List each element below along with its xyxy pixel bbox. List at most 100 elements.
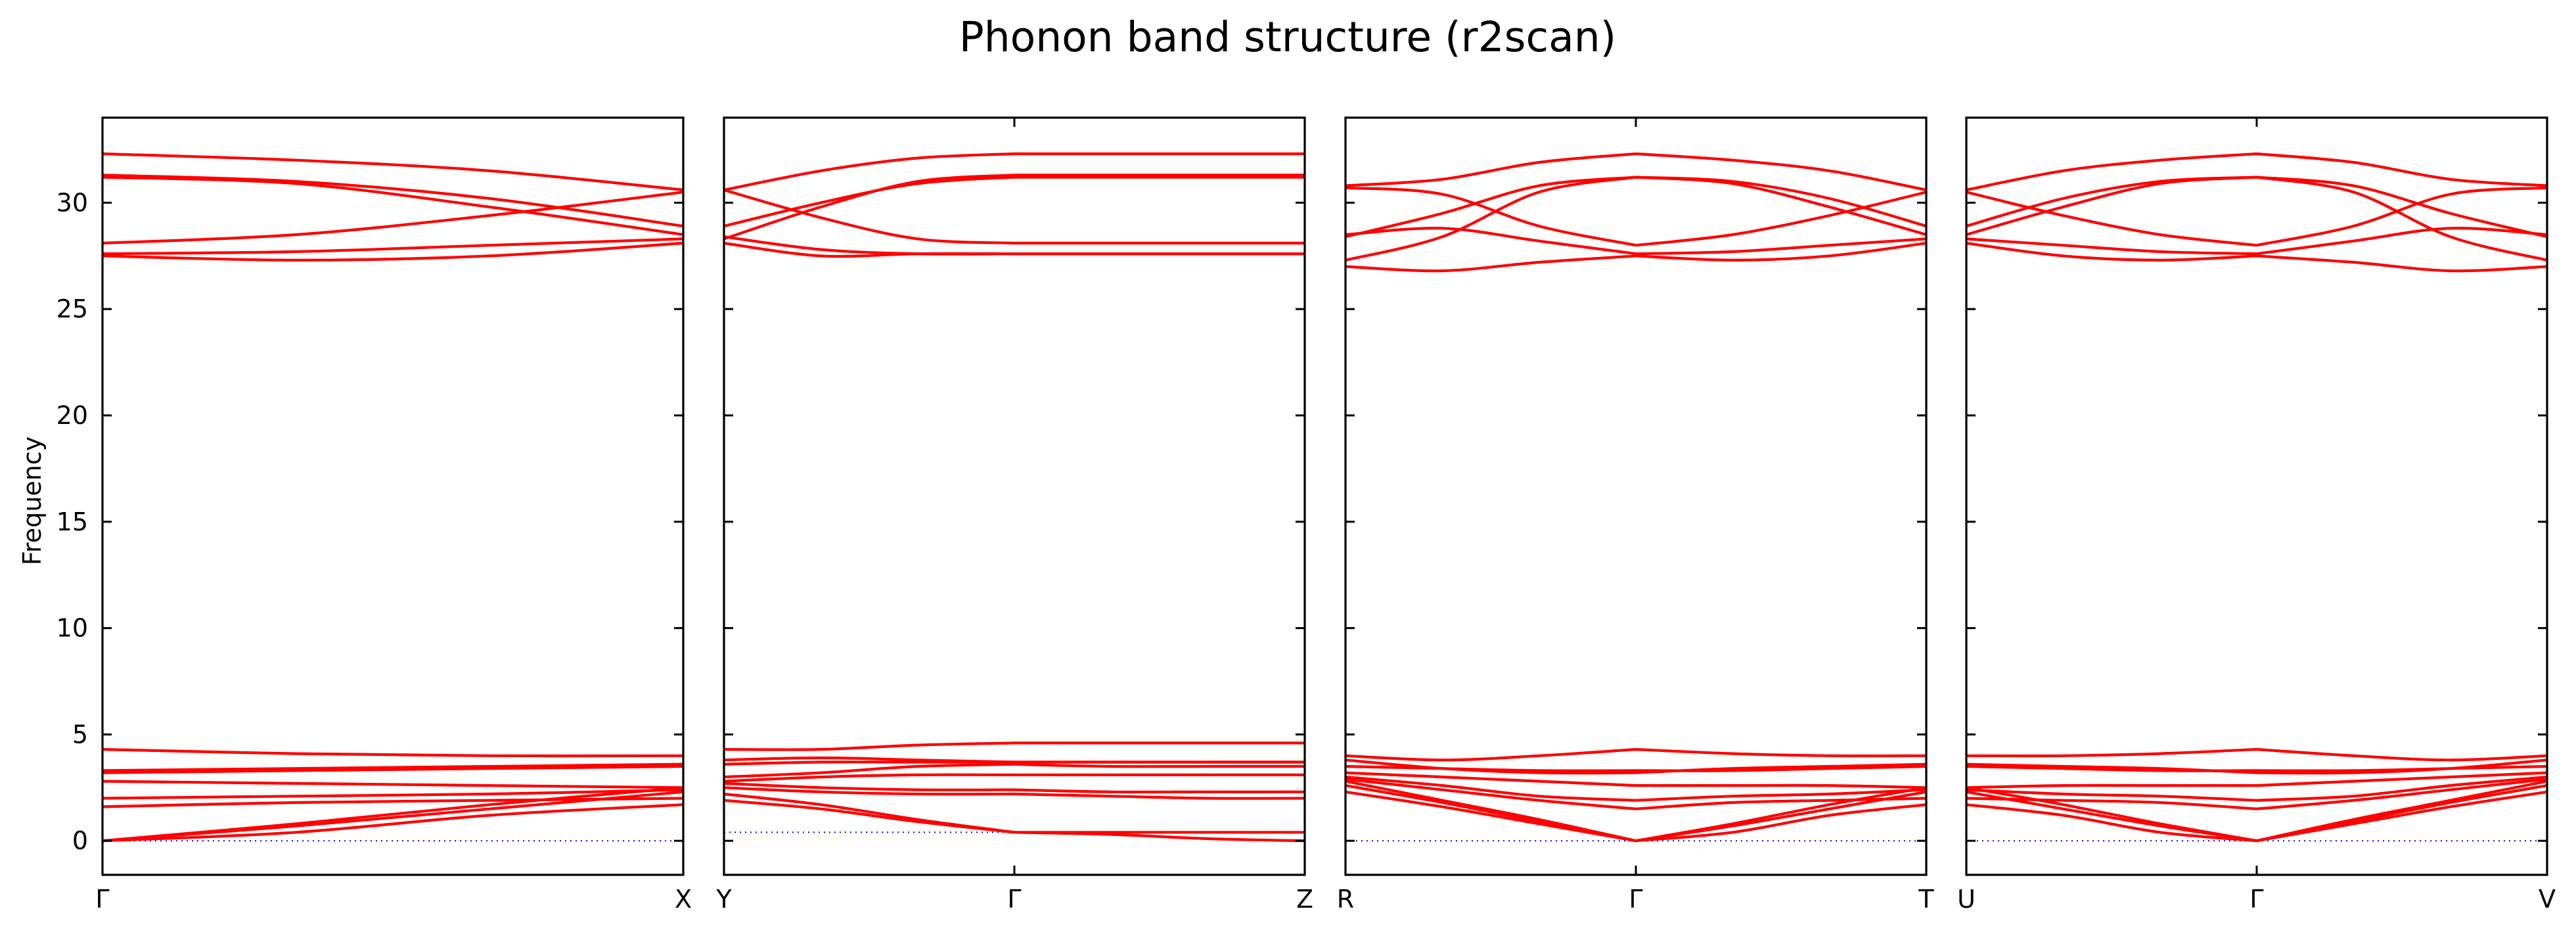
x-tick-label: X	[675, 885, 692, 914]
band-7	[102, 764, 684, 774]
band-5	[2256, 776, 2548, 802]
chart-title: Phonon band structure (r2scan)	[959, 13, 1617, 61]
band-11	[102, 237, 684, 256]
band-6	[2256, 771, 2548, 787]
band-4	[1345, 778, 1637, 810]
y-axis-label: Frequency	[18, 436, 47, 565]
band-3	[102, 803, 684, 843]
band-12	[1635, 175, 1927, 228]
band-8	[1345, 759, 1637, 775]
band-12	[102, 191, 684, 245]
band-5	[102, 788, 684, 800]
band-6	[1966, 783, 2257, 789]
band-15	[1635, 152, 1927, 192]
band-12	[1966, 175, 2257, 228]
x-tick-label: V	[2539, 885, 2556, 914]
band-6	[723, 762, 1015, 779]
y-tick-label: 30	[56, 188, 88, 217]
band-5	[723, 773, 1015, 783]
band-2	[723, 792, 1015, 834]
band-10	[1345, 254, 1637, 273]
band-14	[102, 174, 684, 228]
band-10	[1635, 241, 1927, 262]
y-tick-label: 20	[56, 401, 88, 430]
band-14	[1635, 191, 1927, 247]
band-14	[1966, 191, 2257, 247]
band-13	[102, 175, 684, 237]
x-tick-label: Γ	[1629, 885, 1642, 914]
band-11	[723, 235, 1015, 256]
y-tick-label: 0	[72, 826, 88, 855]
band-5	[1635, 788, 1927, 802]
band-10	[2256, 254, 2548, 273]
band-15	[1345, 152, 1637, 187]
band-4	[2256, 778, 2548, 810]
band-15	[2256, 152, 2548, 187]
band-3	[1966, 803, 2257, 843]
band-6	[1014, 762, 1305, 768]
x-tick-label: Z	[1296, 885, 1313, 914]
panels-layer: 0 5 10 15 20 25 30 Γ X Y Γ Z R Γ T U Γ V	[56, 116, 2556, 914]
band-8	[2256, 759, 2548, 775]
band-5	[1966, 788, 2257, 802]
band-13	[723, 174, 1015, 241]
band-3	[723, 786, 1015, 796]
band-9	[102, 748, 684, 758]
panel-1: 0 5 10 15 20 25 30 Γ X	[56, 116, 692, 914]
band-8	[1635, 762, 1927, 774]
band-13	[1966, 237, 2257, 256]
panel-frame	[101, 116, 685, 876]
band-3	[1635, 803, 1927, 843]
band-8	[1966, 762, 2257, 774]
band-10	[1966, 241, 2257, 262]
band-6	[1636, 783, 1927, 789]
x-tick-label: R	[1337, 885, 1354, 914]
band-7	[1345, 764, 1637, 772]
band-15	[1966, 152, 2257, 192]
band-11	[1345, 175, 1637, 262]
band-3	[1345, 780, 1637, 843]
band-9	[1635, 748, 1927, 758]
band-14	[1345, 186, 1637, 247]
band-3	[2256, 780, 2548, 843]
band-15	[102, 152, 684, 192]
y-tick-label: 10	[56, 614, 88, 643]
y-tick-label: 25	[56, 294, 88, 323]
x-tick-label: U	[1957, 885, 1976, 914]
band-5	[1345, 776, 1637, 802]
band-9	[1345, 748, 1637, 762]
x-tick-label: T	[1918, 885, 1934, 914]
band-3	[1014, 792, 1305, 800]
band-13	[1345, 227, 1637, 256]
band-10	[102, 241, 684, 262]
band-15	[723, 152, 1015, 192]
x-tick-label: Γ	[95, 885, 109, 914]
band-4	[1014, 788, 1305, 794]
band-12	[1345, 175, 1637, 239]
band-7	[2256, 764, 2548, 772]
band-4	[102, 797, 684, 808]
x-tick-label: Γ	[2249, 885, 2263, 914]
band-8	[102, 762, 684, 772]
band-4	[1635, 797, 1927, 810]
band-9	[2256, 748, 2548, 762]
band-8	[723, 756, 1015, 764]
band-9	[723, 741, 1015, 751]
band-13	[2256, 227, 2548, 256]
x-tick-label: Γ	[1007, 885, 1021, 914]
band-6	[1345, 771, 1637, 787]
band-14	[723, 188, 1015, 245]
band-11	[2256, 175, 2548, 262]
y-tick-label: 15	[56, 507, 88, 536]
band-6	[102, 780, 684, 789]
band-9	[1966, 748, 2257, 758]
band-14	[2256, 186, 2548, 247]
band-4	[1966, 797, 2257, 810]
x-tick-label: Y	[715, 885, 732, 914]
band-12	[2256, 175, 2548, 239]
y-tick-label: 5	[72, 720, 88, 749]
